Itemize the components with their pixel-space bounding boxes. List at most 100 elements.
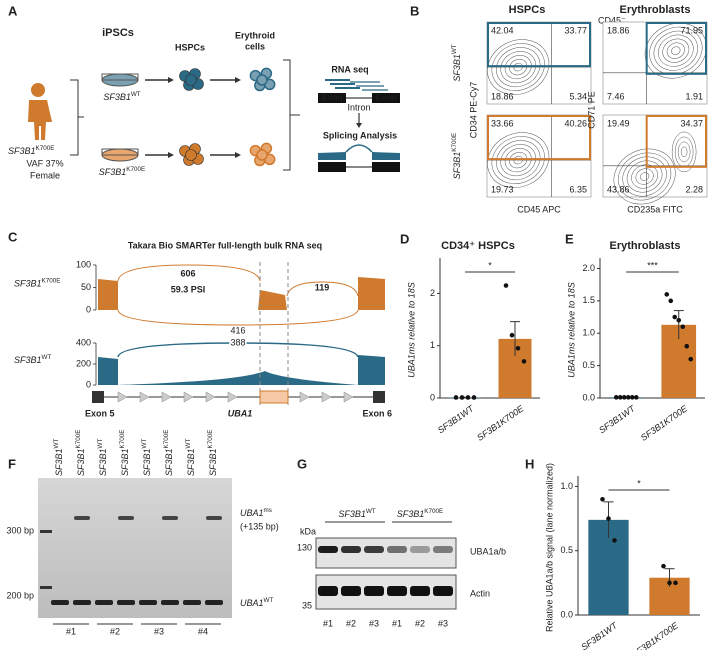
kda-label: kDa xyxy=(300,526,316,536)
intron-arrow xyxy=(183,391,194,403)
superscript: WT xyxy=(97,439,104,449)
y-axis-label: Relative UBA1a/b signal (lane normalized… xyxy=(544,463,554,632)
data-point xyxy=(673,580,678,586)
track-tick-label: 400 xyxy=(76,337,91,347)
y-tick-label: 1.5 xyxy=(582,295,595,305)
contour xyxy=(509,151,528,169)
lane-label: SF3B1K700E xyxy=(163,430,175,476)
quadrant-value: 19.73 xyxy=(491,184,514,194)
intron-arrow xyxy=(299,391,310,403)
superscript: WT xyxy=(264,597,274,604)
quadrant-value: 18.86 xyxy=(607,25,630,35)
quadrant-value: 43.86 xyxy=(607,184,630,194)
quadrant-value: 40.26 xyxy=(564,118,587,128)
axis-label: CD45 APC xyxy=(517,204,561,214)
superscript: WT xyxy=(53,439,60,449)
axis-label: CD71 PE xyxy=(586,91,596,129)
junction-count: 416 xyxy=(230,325,245,335)
track-tick-label: 100 xyxy=(76,259,91,269)
gene-name: SF3B1 xyxy=(98,448,108,476)
exon-box xyxy=(372,93,400,103)
flow-plot xyxy=(486,114,592,198)
marker-label: 35 xyxy=(302,600,312,610)
dish-genotype: SF3B1K700E xyxy=(99,166,145,178)
exon-box xyxy=(372,162,400,172)
quadrant-value: 5.34 xyxy=(569,91,587,101)
panel-label: H xyxy=(525,456,534,471)
y-tick-label: 2 xyxy=(430,288,435,298)
data-point xyxy=(684,343,690,349)
panel-label: D xyxy=(400,231,409,246)
dish-wall xyxy=(101,73,139,81)
erythroid-cell xyxy=(256,149,268,161)
contour xyxy=(487,132,550,188)
marker-label: 300 bp xyxy=(6,525,34,535)
sample-label: #1 xyxy=(323,618,333,628)
band xyxy=(205,600,223,605)
exon-label: Exon 6 xyxy=(362,408,392,418)
superscript: K700E xyxy=(126,166,145,173)
panel-label: F xyxy=(8,456,16,471)
intron-arrow xyxy=(321,391,332,403)
coverage xyxy=(358,355,385,385)
exon-label: Exon 5 xyxy=(85,408,115,418)
contour xyxy=(504,55,532,80)
y-tick-label: 2.0 xyxy=(582,263,595,273)
superscript: WT xyxy=(185,439,192,449)
y-tick-label: 0.5 xyxy=(560,545,573,555)
arrow-head xyxy=(356,123,362,128)
panel-label: B xyxy=(410,3,419,18)
bracket xyxy=(283,59,300,171)
panel-label: E xyxy=(565,231,574,246)
data-point xyxy=(661,563,666,569)
exon-label: Exon xyxy=(322,92,343,102)
gene-name: SF3B1 xyxy=(186,448,196,476)
gene-name: SF3B1 xyxy=(452,152,462,180)
data-point xyxy=(453,395,459,400)
flow-title: HSPCs xyxy=(509,4,546,16)
stage-title: HSPCs xyxy=(175,42,205,52)
coverage xyxy=(98,357,118,385)
band-label: (+135 bp) xyxy=(240,521,279,531)
x-tick-label: SF3B1WT xyxy=(597,403,638,436)
data-point xyxy=(688,356,694,362)
exon-label: Exon xyxy=(376,92,397,102)
blot-band xyxy=(318,586,338,596)
panel-label: A xyxy=(8,3,18,18)
x-tick-label: SF3B1K700E xyxy=(630,620,681,650)
sample-label: #2 xyxy=(110,626,120,636)
blot-band xyxy=(364,586,384,596)
lane-label: SF3B1WT xyxy=(141,439,153,476)
gene-name: SF3B1 xyxy=(120,448,130,476)
coverage xyxy=(98,279,118,310)
track-tick-label: 50 xyxy=(81,282,91,292)
chart-title: CD34⁺ HSPCs xyxy=(441,240,515,252)
quadrant-value: 71.95 xyxy=(680,25,703,35)
panel-label: C xyxy=(8,229,18,244)
hspc-cell xyxy=(185,74,197,86)
superscript: WT xyxy=(131,91,141,98)
person-head xyxy=(31,83,45,97)
data-point xyxy=(471,395,477,400)
contour xyxy=(671,46,681,55)
exon-box xyxy=(318,162,346,172)
data-point xyxy=(629,395,635,400)
band xyxy=(73,600,91,605)
stage-title: cells xyxy=(245,41,265,51)
superscript: K700E xyxy=(163,430,170,449)
y-axis-label: UBA1ms relative to 18S xyxy=(406,282,416,378)
coverage xyxy=(258,290,287,310)
gene-name: SF3B1 xyxy=(338,509,366,519)
gene-name: SF3B1 xyxy=(14,355,42,365)
contour xyxy=(639,172,650,181)
coverage xyxy=(358,277,385,310)
data-point xyxy=(613,395,619,400)
contour xyxy=(491,43,545,91)
blot-band xyxy=(410,546,430,553)
contour xyxy=(500,144,536,177)
lane-label: SF3B1WT xyxy=(97,439,109,476)
contour xyxy=(666,42,685,59)
data-point xyxy=(600,496,605,502)
data-point xyxy=(509,332,515,338)
junction-arc xyxy=(117,309,359,326)
